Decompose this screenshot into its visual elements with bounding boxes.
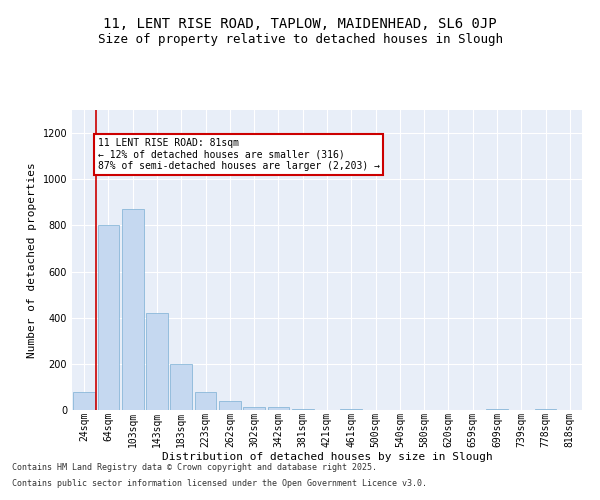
Bar xyxy=(268,406,289,410)
Bar xyxy=(194,392,217,410)
X-axis label: Distribution of detached houses by size in Slough: Distribution of detached houses by size … xyxy=(161,452,493,462)
Bar xyxy=(146,313,168,410)
Bar xyxy=(97,226,119,410)
Bar xyxy=(243,406,265,410)
Text: Size of property relative to detached houses in Slough: Size of property relative to detached ho… xyxy=(97,32,503,46)
Bar xyxy=(122,209,143,410)
Bar xyxy=(486,409,508,410)
Bar xyxy=(340,409,362,410)
Bar xyxy=(535,409,556,410)
Bar xyxy=(292,409,314,410)
Text: Contains public sector information licensed under the Open Government Licence v3: Contains public sector information licen… xyxy=(12,478,427,488)
Y-axis label: Number of detached properties: Number of detached properties xyxy=(27,162,37,358)
Text: Contains HM Land Registry data © Crown copyright and database right 2025.: Contains HM Land Registry data © Crown c… xyxy=(12,464,377,472)
Text: 11 LENT RISE ROAD: 81sqm
← 12% of detached houses are smaller (316)
87% of semi-: 11 LENT RISE ROAD: 81sqm ← 12% of detach… xyxy=(97,138,380,171)
Text: 11, LENT RISE ROAD, TAPLOW, MAIDENHEAD, SL6 0JP: 11, LENT RISE ROAD, TAPLOW, MAIDENHEAD, … xyxy=(103,18,497,32)
Bar xyxy=(219,401,241,410)
Bar xyxy=(170,364,192,410)
Bar xyxy=(73,392,95,410)
